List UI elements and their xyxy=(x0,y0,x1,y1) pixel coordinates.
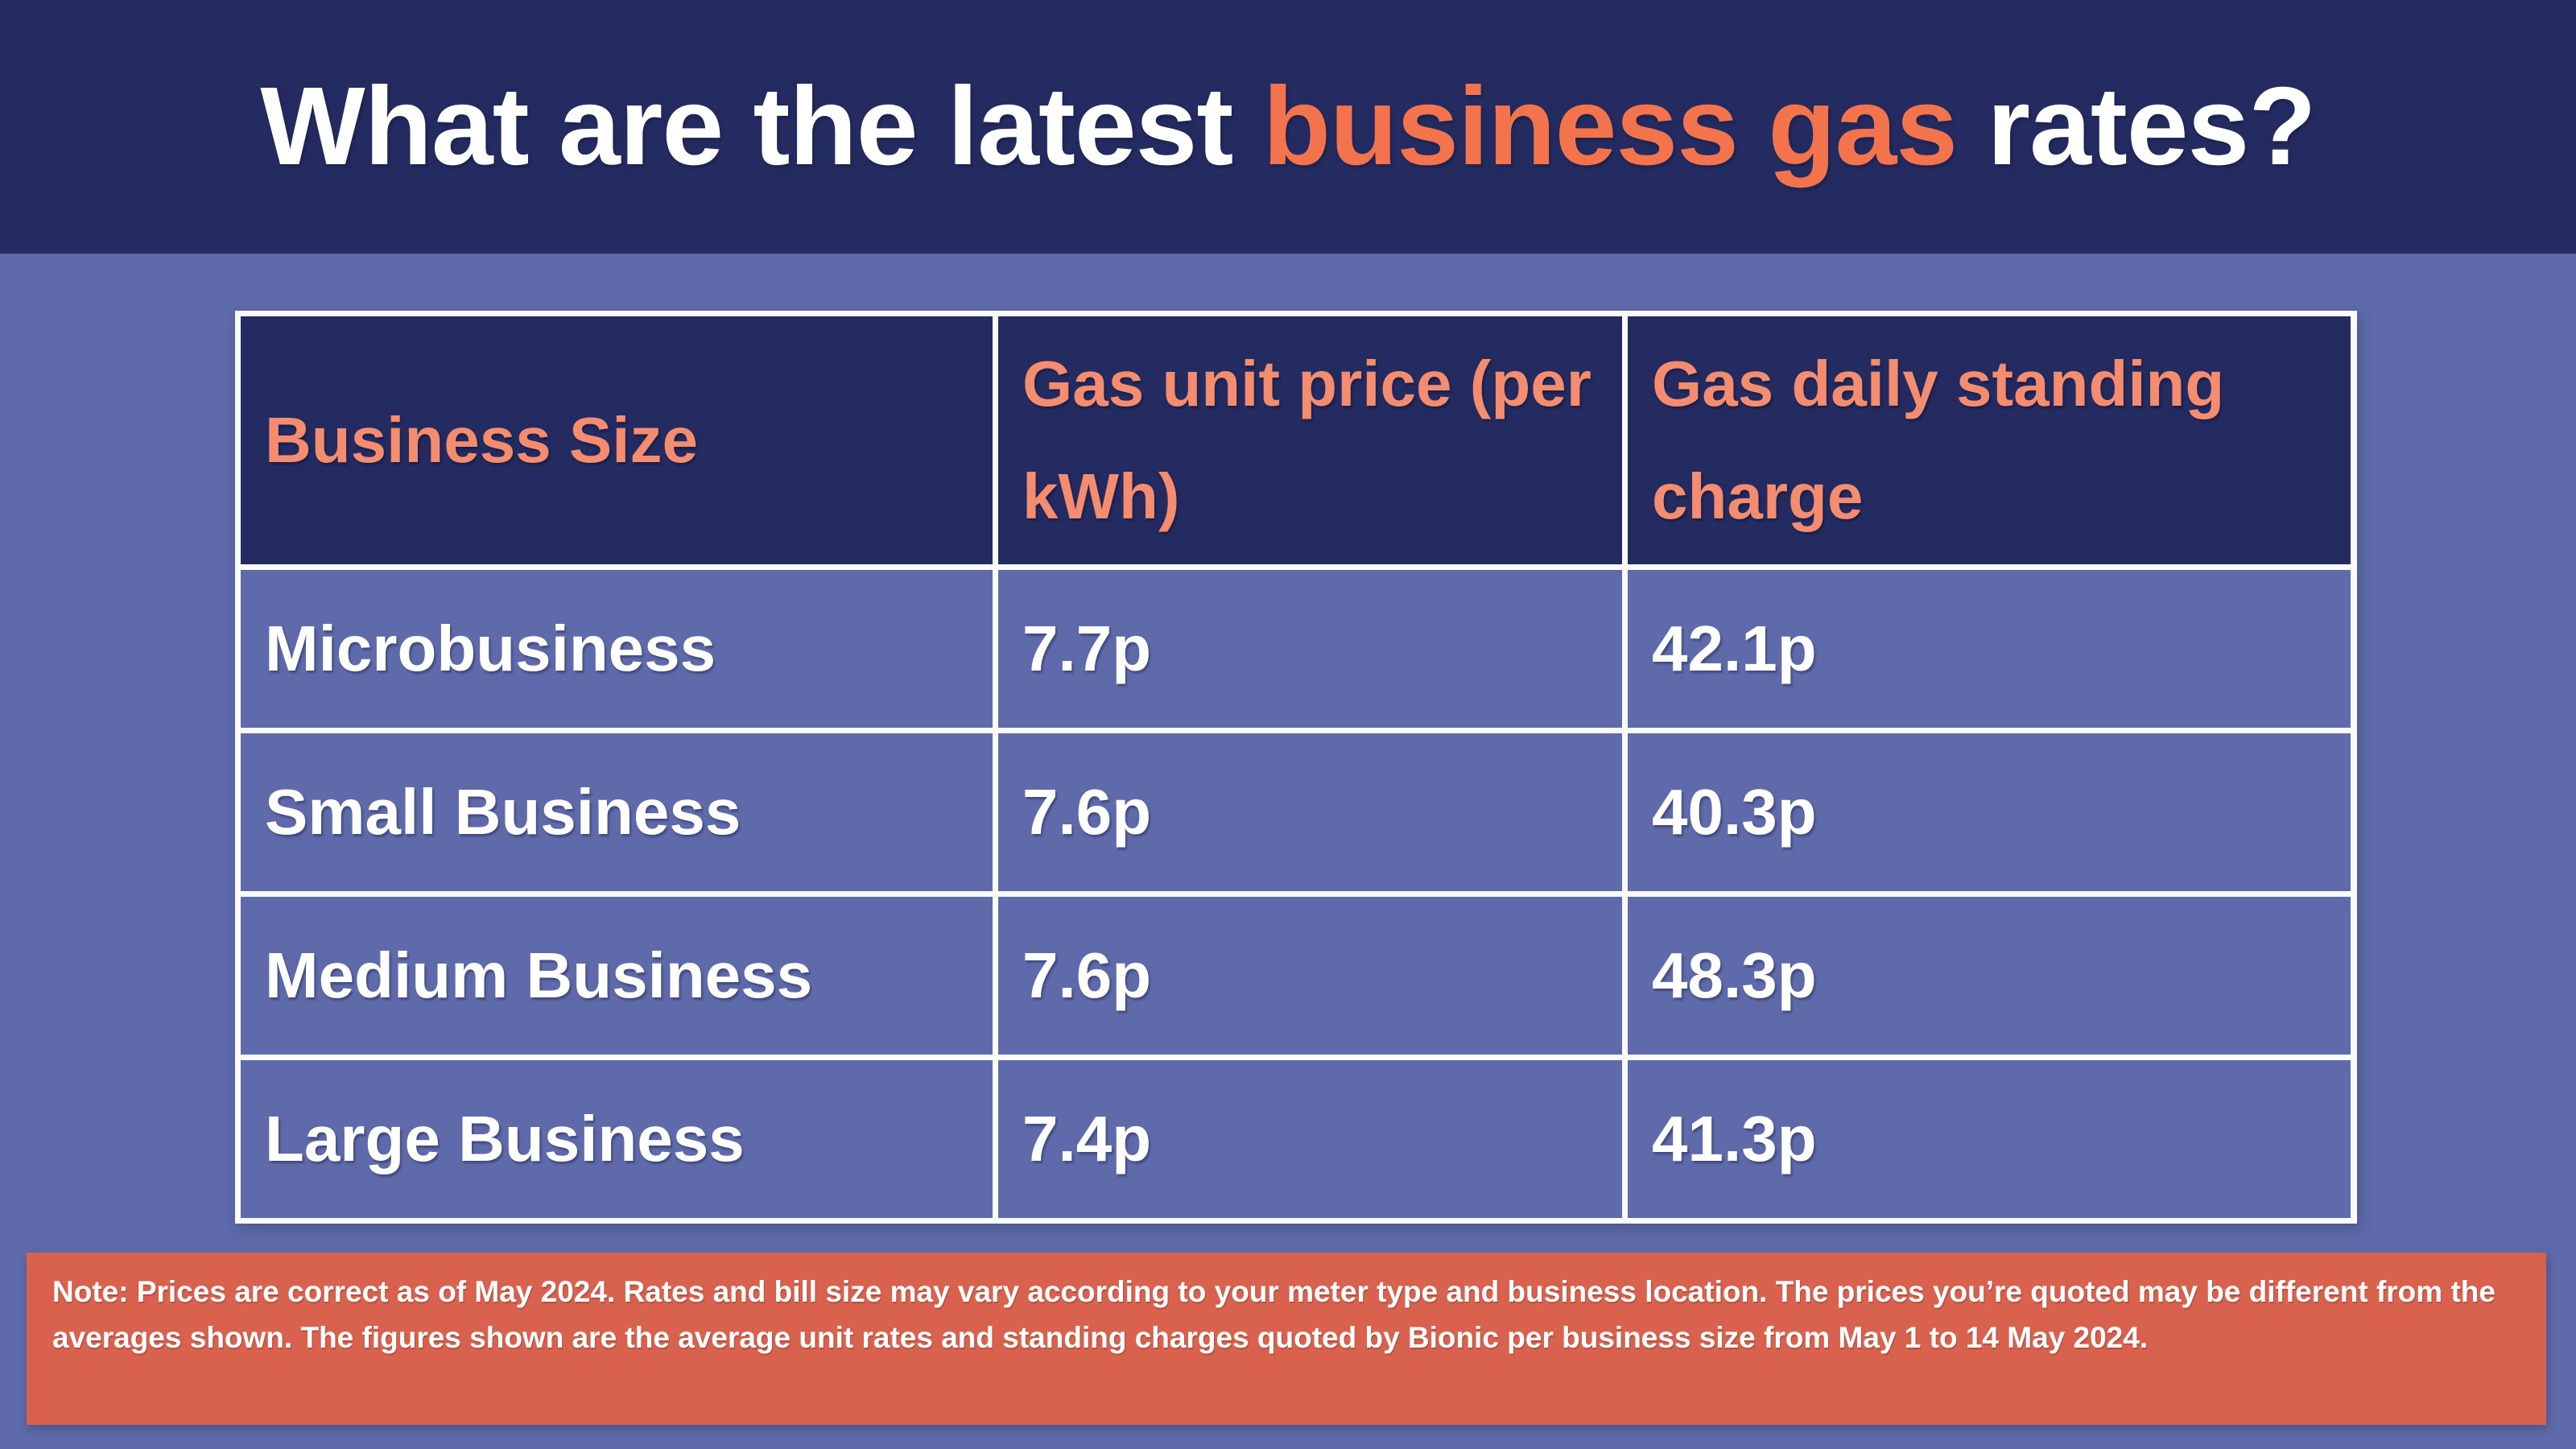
cell-small-business-standing-charge: 40.3p xyxy=(1628,733,2351,891)
cell-large-business-unit-price: 7.4p xyxy=(998,1060,1622,1218)
cell-medium-business-standing-charge: 48.3p xyxy=(1628,897,2351,1055)
header-cell-standing-charge: Gas daily standing charge xyxy=(1628,316,2351,564)
cell-small-business-label: Small Business xyxy=(241,733,993,891)
row-label: Medium Business xyxy=(265,939,813,1011)
cell-value: 41.3p xyxy=(1652,1103,1817,1174)
cell-value: 48.3p xyxy=(1652,939,1817,1011)
title-prefix: What are the latest xyxy=(260,64,1263,188)
header-label: Gas daily standing charge xyxy=(1652,348,2225,532)
cell-value: 42.1p xyxy=(1652,613,1817,684)
gas-rates-table: Business Size Gas unit price (per kWh) G… xyxy=(235,311,2357,1224)
row-label: Large Business xyxy=(265,1103,745,1174)
cell-microbusiness-standing-charge: 42.1p xyxy=(1628,570,2351,728)
cell-large-business-standing-charge: 41.3p xyxy=(1628,1060,2351,1218)
title-accent: business gas xyxy=(1262,64,1958,188)
note-text: Note: Prices are correct as of May 2024.… xyxy=(52,1275,2496,1354)
header-label: Gas unit price (per kWh) xyxy=(1022,348,1591,532)
title-band: What are the latest business gas rates? xyxy=(0,0,2576,254)
header-cell-unit-price: Gas unit price (per kWh) xyxy=(998,316,1622,564)
cell-value: 7.6p xyxy=(1022,939,1152,1011)
cell-large-business-label: Large Business xyxy=(241,1060,993,1218)
cell-value: 7.6p xyxy=(1022,776,1152,848)
cell-microbusiness-unit-price: 7.7p xyxy=(998,570,1622,728)
cell-value: 7.7p xyxy=(1022,613,1152,684)
page-title: What are the latest business gas rates? xyxy=(260,63,2316,191)
row-label: Small Business xyxy=(265,776,741,848)
title-suffix: rates? xyxy=(1957,64,2316,188)
header-cell-business-size: Business Size xyxy=(241,316,993,564)
cell-medium-business-label: Medium Business xyxy=(241,897,993,1055)
cell-medium-business-unit-price: 7.6p xyxy=(998,897,1622,1055)
cell-microbusiness-label: Microbusiness xyxy=(241,570,993,728)
cell-value: 7.4p xyxy=(1022,1103,1152,1174)
note-box: Note: Prices are correct as of May 2024.… xyxy=(27,1253,2546,1425)
header-label: Business Size xyxy=(265,404,699,476)
cell-value: 40.3p xyxy=(1652,776,1817,848)
row-label: Microbusiness xyxy=(265,613,716,684)
cell-small-business-unit-price: 7.6p xyxy=(998,733,1622,891)
